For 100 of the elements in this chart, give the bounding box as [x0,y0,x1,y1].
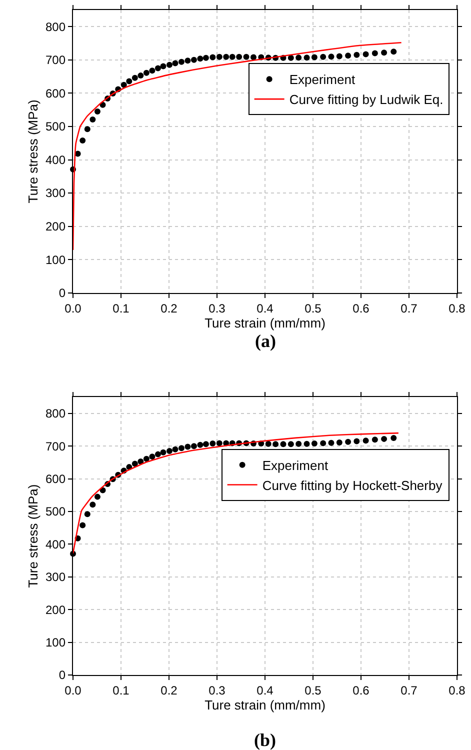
x-axis-title: Ture strain (mm/mm) [204,698,326,712]
point [381,50,388,56]
point [160,63,166,70]
y-tick-label: 400 [45,537,66,552]
point [345,438,352,445]
point [229,54,236,60]
point [304,54,310,61]
point [202,54,209,61]
y-tick-label: 100 [45,252,66,267]
point [362,438,369,444]
y-tick-label: 0 [58,286,66,300]
point [236,54,242,60]
point [149,68,156,74]
point [345,52,352,59]
legend-label: Curve fitting by Hockett-Sherby [262,478,443,493]
point [272,441,279,448]
point [149,454,156,460]
x-tick-label: 0.5 [304,684,322,698]
point [178,58,184,65]
point [84,126,90,132]
x-tick-label: 0.2 [160,684,178,698]
point [132,460,138,467]
x-tick-label: 0.1 [112,301,130,316]
y-tick-label: 300 [45,570,66,584]
x-tick-label: 0.0 [64,301,82,316]
point [381,436,388,442]
y-axis-title: Ture stress (MPa) [25,100,40,204]
x-tick-label: 0.4 [256,301,274,316]
y-tick-label: 500 [45,120,66,134]
point [250,54,256,60]
point [184,58,191,64]
point [296,440,302,447]
point [362,51,369,58]
point [202,441,209,448]
x-tick-label: 0.7 [400,684,418,698]
legend-label: Experiment [289,72,356,88]
point [126,78,132,84]
point [80,137,86,144]
point [90,502,96,508]
point [184,444,191,450]
point [288,441,294,448]
point [132,74,138,81]
point [190,56,197,63]
point [197,442,204,448]
x-tick-label: 0.7 [400,301,418,316]
point [328,440,334,446]
point [372,436,378,443]
point [280,441,286,448]
point [336,440,342,446]
point [154,65,161,72]
point [311,54,318,60]
x-tick-label: 0.4 [256,684,274,698]
point [94,494,100,500]
x-tick-label: 0.8 [448,301,466,316]
point [372,50,378,56]
text: (a) [255,331,276,351]
y-tick-label: 600 [45,472,66,486]
x-tick-label: 0.3 [208,301,226,316]
x-tick-label: 0.6 [352,301,370,316]
point [80,522,86,528]
text: (b) [254,730,276,750]
point [216,54,222,60]
point [354,52,360,58]
y-tick-label: 300 [45,186,66,200]
point [120,82,127,88]
point [90,116,96,122]
point [197,56,204,62]
legend-label: Curve fitting by Ludwik Eq. [289,92,444,108]
y-tick-label: 400 [45,152,66,167]
point [320,54,326,60]
y-tick-label: 700 [45,53,66,68]
x-tick-label: 0.1 [112,684,130,698]
point [223,54,230,60]
x-axis-title: Ture strain (mm/mm) [204,315,326,330]
y-tick-label: 800 [45,20,66,34]
y-tick-label: 0 [58,668,66,682]
point [320,440,326,446]
point [143,456,150,462]
point [296,54,302,61]
x-tick-label: 0.6 [352,684,370,698]
point [210,440,216,447]
x-tick-label: 0.0 [64,684,82,698]
x-tick-label: 0.8 [448,684,466,698]
point [178,445,184,452]
y-tick-label: 200 [45,602,66,617]
point [304,440,310,447]
y-tick-label: 100 [45,636,66,650]
y-tick-label: 200 [45,220,66,234]
point [172,60,178,66]
point [138,72,144,79]
x-tick-label: 0.5 [304,301,322,316]
point [328,54,334,60]
y-tick-label: 600 [45,86,66,100]
point [265,440,272,447]
point [390,434,397,441]
x-tick-label: 0.3 [208,684,226,698]
y-axis-title: Ture stress (MPa) [25,484,40,588]
point [160,449,166,456]
point [154,451,161,458]
point [84,511,90,518]
